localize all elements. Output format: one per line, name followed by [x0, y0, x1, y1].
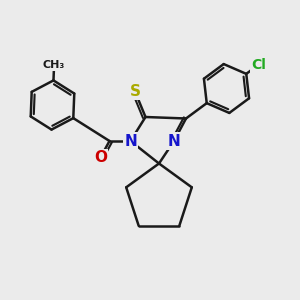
Text: N: N	[168, 134, 180, 148]
Text: O: O	[94, 150, 107, 165]
Text: CH₃: CH₃	[43, 60, 65, 70]
Text: N: N	[124, 134, 137, 148]
Text: Cl: Cl	[251, 58, 266, 72]
Text: S: S	[130, 84, 140, 99]
